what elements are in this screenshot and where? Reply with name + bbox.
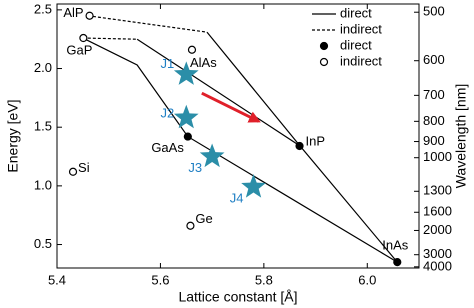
star-label: J1 [161, 56, 175, 71]
star-marker [241, 174, 266, 198]
x-tick-label: 5.8 [255, 272, 273, 287]
y2-axis-title: Wavelength [nm] [453, 84, 469, 189]
y-tick-label: 0.5 [34, 236, 52, 251]
y-tick-label: 1.0 [34, 177, 52, 192]
legend-label: direct [340, 5, 372, 20]
y-axis-title: Energy [eV] [5, 99, 21, 172]
data-point [187, 45, 197, 54]
point-label: Si [78, 160, 90, 175]
y2-tick-label: 900 [423, 133, 445, 148]
y2-tick-label: 4000 [423, 258, 452, 273]
data-point [68, 167, 78, 176]
star-marker [199, 143, 225, 168]
star-label: J2 [161, 105, 175, 120]
y-tick-label: 2.0 [34, 60, 52, 75]
y2-tick-label: 2000 [423, 222, 452, 237]
y2-tick-label: 600 [423, 52, 445, 67]
arrow [201, 91, 261, 123]
curve [82, 37, 398, 263]
legend-label: indirect [340, 53, 382, 68]
y-tick-label: 2.5 [34, 1, 52, 16]
point-label: AlP [63, 5, 83, 20]
data-point [295, 141, 304, 151]
point-label: InP [306, 133, 326, 148]
y2-tick-label: 1600 [423, 204, 452, 219]
legend-label: indirect [340, 21, 382, 36]
x-axis-title: Lattice constant [Å] [178, 289, 297, 305]
legend-label: direct [340, 37, 372, 52]
y2-tick-label: 500 [423, 4, 445, 19]
x-tick-label: 6.0 [358, 272, 376, 287]
y2-tick-label: 1300 [423, 183, 452, 198]
point-label: GaAs [151, 140, 184, 155]
y2-tick-label: 1000 [423, 149, 452, 164]
point-label: GaP [66, 42, 92, 57]
data-point [186, 221, 195, 230]
point-label: Ge [195, 211, 212, 226]
x-tick-label: 5.4 [48, 272, 66, 287]
curve [82, 37, 138, 40]
point-label: InAs [382, 238, 409, 253]
data-point [79, 33, 88, 43]
y-tick-label: 1.5 [34, 119, 52, 134]
legend-swatch [319, 57, 329, 67]
legend-swatch [319, 41, 329, 51]
data-point [85, 11, 94, 20]
curve [206, 31, 301, 147]
curve [87, 15, 208, 33]
point-label: AlAs [190, 55, 217, 70]
star-label: J3 [188, 160, 202, 175]
y2-tick-label: 3000 [423, 246, 452, 261]
y2-tick-label: 800 [423, 113, 445, 128]
star-marker [173, 61, 199, 85]
y2-tick-label: 700 [423, 87, 445, 102]
plot-frame [56, 3, 420, 269]
x-tick-label: 5.6 [151, 272, 169, 287]
data-point [393, 258, 402, 267]
star-marker [173, 104, 199, 129]
data-point [183, 132, 192, 141]
star-label: J4 [230, 190, 244, 205]
